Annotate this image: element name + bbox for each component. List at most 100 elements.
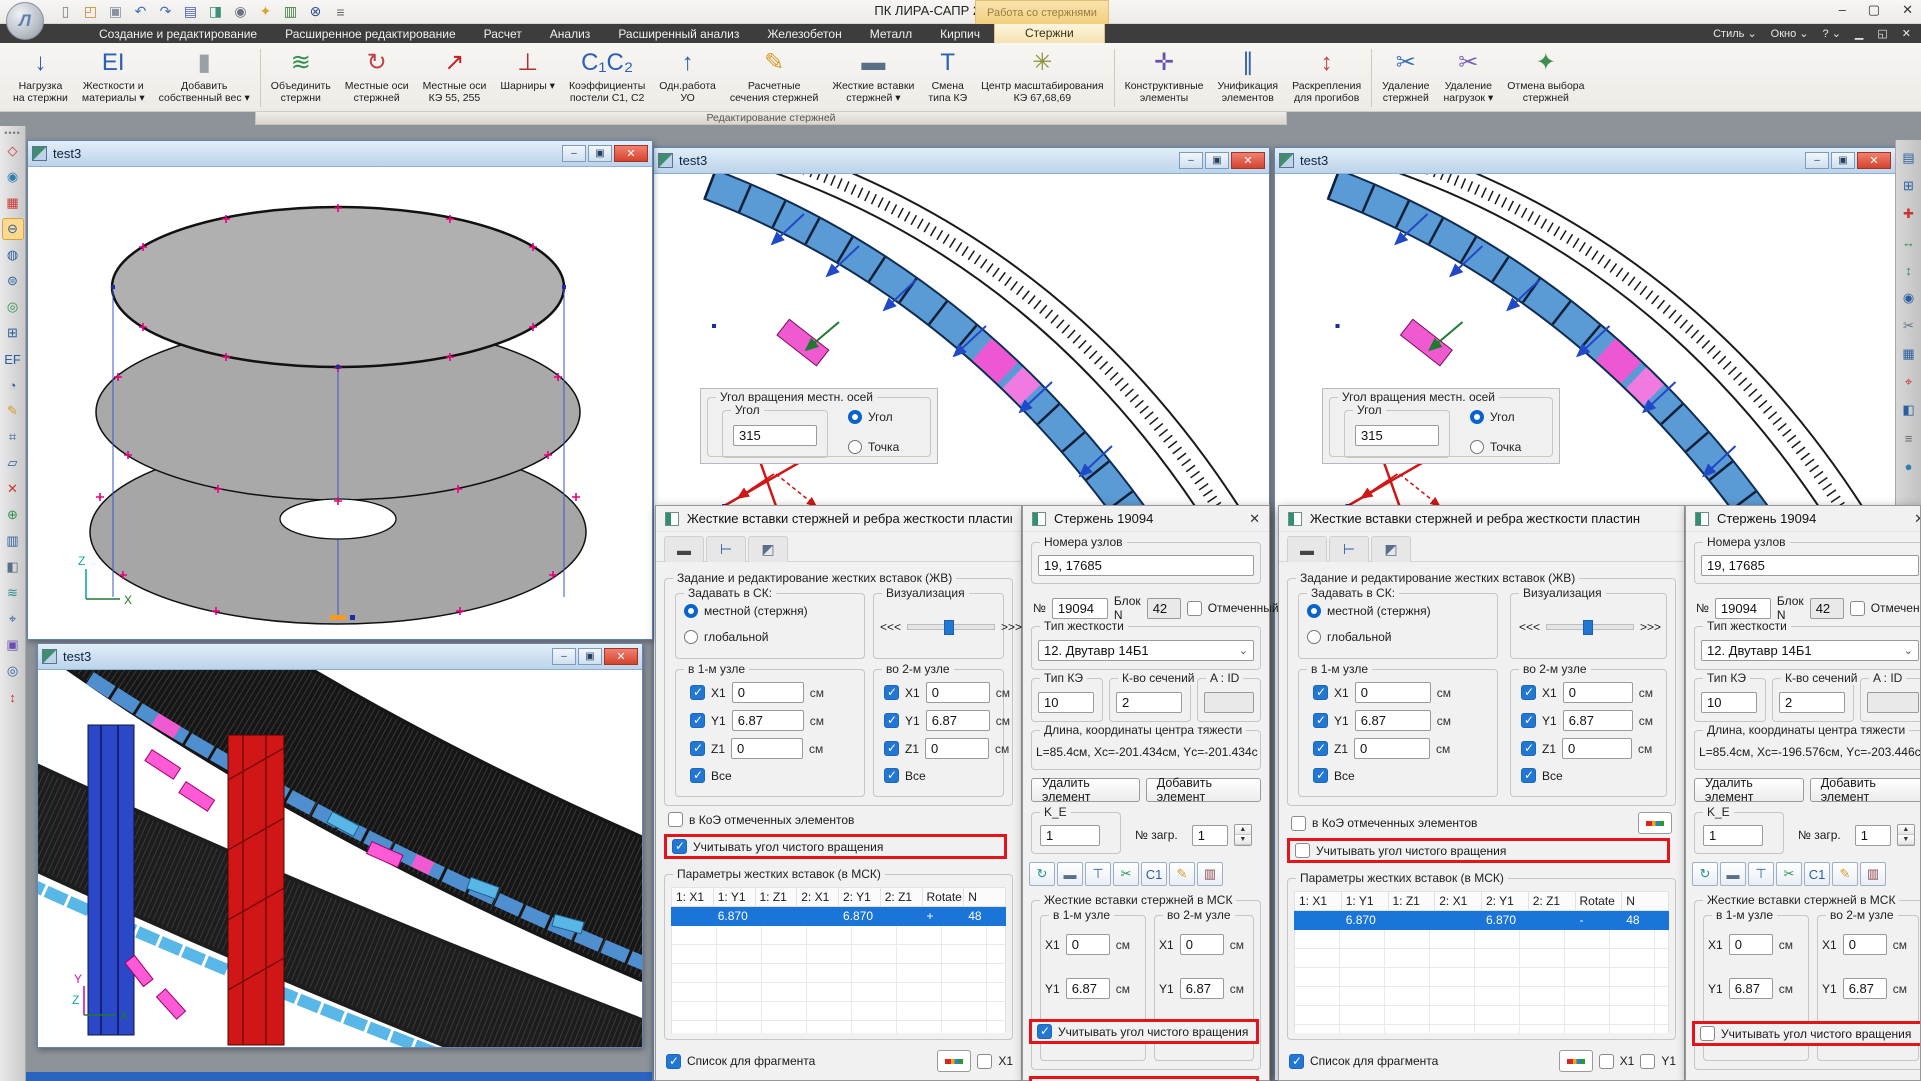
quick-access-icon[interactable]: ▯ [61, 3, 70, 19]
msk-y1-input[interactable] [1842, 978, 1887, 999]
ribbon-button[interactable]: EI Жесткости и материалы ▾ [81, 49, 145, 105]
table-header[interactable]: 2: Z1 [1527, 891, 1576, 911]
table-header[interactable]: N [1621, 891, 1669, 911]
bar-tool-icon[interactable]: ⊤ [1748, 862, 1774, 886]
viewport-maximize-button[interactable]: ▣ [1205, 152, 1229, 169]
ke-type-input[interactable] [1038, 692, 1094, 713]
close-icon[interactable]: ✕ [1914, 511, 1920, 527]
dialog-tab[interactable]: ◩ [748, 536, 788, 562]
side-tool-icon[interactable]: ▥ [6, 533, 19, 548]
x1-checkbox[interactable] [1313, 685, 1328, 700]
delete-element-button[interactable]: Удалить элемент [1694, 776, 1804, 804]
quick-access-icon[interactable]: ◰ [83, 3, 98, 19]
y1-input[interactable] [925, 710, 990, 731]
x1-input[interactable] [731, 682, 804, 703]
side-tool-icon[interactable]: ◉ [1902, 290, 1915, 305]
palette-button[interactable] [937, 1050, 972, 1072]
y1-input[interactable] [1562, 710, 1633, 731]
all-checkbox[interactable] [690, 768, 705, 783]
viewport-close-button[interactable]: ✕ [1857, 152, 1891, 169]
ribbon-button[interactable]: ↑ Одн.работа УО [659, 49, 716, 105]
add-element-button[interactable]: Добавить элемент [1809, 776, 1920, 804]
table-header[interactable]: 2: X1 [796, 887, 839, 907]
side-tool-icon[interactable]: ◔ [8, 377, 17, 393]
stiffness-dropdown[interactable]: 12. Двутавр 14Б1 ⌄ [1038, 640, 1254, 661]
global-cs-radio[interactable] [684, 630, 698, 644]
z1-checkbox[interactable] [1313, 741, 1328, 756]
msk-y1-input[interactable] [1065, 978, 1110, 999]
y1-input[interactable] [731, 710, 804, 731]
ribbon-button[interactable]: ⊥ Шарниры ▾ [500, 49, 555, 93]
ribbon-button[interactable]: ▮ Добавить собственный вес ▾ [158, 49, 250, 105]
y1-fragment-checkbox[interactable] [1640, 1053, 1656, 1069]
msk-x1-input[interactable] [1065, 934, 1110, 955]
spinner-down-button[interactable]: ▼ [1234, 835, 1251, 845]
quick-access-icon[interactable]: ↶ [134, 3, 147, 19]
side-tool-icon[interactable]: ⌖ [1904, 374, 1913, 389]
table-header[interactable]: 1: Y1 [712, 887, 756, 907]
z1-input[interactable] [1562, 738, 1633, 759]
dialog-tab[interactable]: ⊢ [1329, 536, 1369, 562]
ribbon-button[interactable]: C₁C₂ Коэффициенты постели С1, С2 [568, 49, 646, 105]
z1-checkbox[interactable] [690, 741, 705, 756]
ribbon-button[interactable]: ✦ Отмена выбора стержней [1507, 49, 1585, 105]
ribbon-button[interactable]: ↓ Нагрузка на стержни [13, 49, 68, 105]
ribbon-tab[interactable]: Расширенное редактирование [285, 26, 456, 41]
ribbon-tab[interactable]: Расчет [483, 26, 522, 41]
ribbon-tab[interactable]: Металл [869, 26, 913, 41]
menu-right-item[interactable]: ▁ [1854, 28, 1864, 40]
side-tool-icon[interactable]: ⌖ [8, 611, 17, 626]
load-number-input[interactable] [1854, 824, 1891, 846]
block-input[interactable] [1146, 597, 1181, 619]
spinner-down-button[interactable]: ▼ [1897, 835, 1914, 845]
dialog-tab[interactable]: ◩ [1371, 536, 1411, 562]
ribbon-button[interactable]: ≋ Объединить стержни [270, 49, 331, 105]
bar-tool-icon[interactable]: ▥ [1860, 862, 1886, 886]
nodes-input[interactable] [1038, 555, 1254, 576]
side-tool-icon[interactable]: ✂ [1903, 318, 1914, 333]
spinner-up-button[interactable]: ▲ [1897, 825, 1914, 835]
x1-input[interactable] [925, 682, 990, 703]
table-header[interactable]: Rotate [921, 887, 965, 907]
table-header[interactable]: 2: Y1 [838, 887, 881, 907]
bar-tool-icon[interactable]: C1 [1141, 862, 1167, 886]
angle-radio[interactable] [1470, 410, 1484, 424]
x1-fragment-checkbox[interactable] [977, 1053, 993, 1069]
bar-tool-icon[interactable]: ✎ [1169, 862, 1195, 886]
model-view-mesh[interactable]: Y Z X [38, 670, 642, 1047]
ribbon-button[interactable]: ✂ Удаление стержней [1382, 49, 1430, 105]
quick-access-icon[interactable]: ↷ [159, 3, 172, 19]
menu-right-item[interactable]: ? ⌄ [1822, 28, 1841, 40]
ribbon-tab[interactable]: Анализ [549, 26, 591, 41]
side-tool-icon[interactable]: ◎ [6, 663, 19, 678]
rotation-checkbox[interactable] [672, 839, 687, 854]
dialog-titlebar[interactable]: Жесткие вставки стержней и ребра жесткос… [1279, 506, 1684, 532]
quick-access-icon[interactable]: ▤ [183, 3, 198, 19]
z1-checkbox[interactable] [1521, 741, 1536, 756]
ribbon-button[interactable]: ✎ Расчетные сечения стержней [729, 49, 819, 105]
window-close-button[interactable]: ✕ [1902, 2, 1913, 17]
side-tool-icon[interactable]: ⊞ [7, 325, 18, 340]
menu-right-item[interactable]: Окно ⌄ [1770, 28, 1809, 40]
angle-input[interactable] [733, 425, 817, 446]
palette-button[interactable] [1558, 1050, 1593, 1072]
table-header[interactable]: 1: Y1 [1340, 891, 1389, 911]
viewport-titlebar[interactable]: test3 – ▣ ✕ [1275, 148, 1895, 174]
y1-checkbox[interactable] [1521, 713, 1536, 728]
msk-x1-input[interactable] [1179, 934, 1224, 955]
global-cs-radio[interactable] [1307, 630, 1321, 644]
ribbon-button[interactable]: ∥ Унификация элементов [1217, 49, 1279, 105]
quick-access-icon[interactable]: ≡ [336, 3, 345, 20]
ribbon-button[interactable]: ✛ Конструктивные элементы [1124, 49, 1204, 105]
table-row-selected[interactable]: 6.870 6.870 +48 [671, 906, 1006, 926]
x1-checkbox[interactable] [1521, 685, 1536, 700]
viewport-minimize-button[interactable]: – [1805, 152, 1829, 169]
quick-access-icon[interactable]: ◨ [208, 3, 223, 19]
side-tool-icon[interactable]: ⊞ [1903, 178, 1914, 193]
ribbon-tab[interactable]: Кирпич [940, 26, 980, 41]
msk-y1-input[interactable] [1728, 978, 1773, 999]
msk-y1-input[interactable] [1179, 978, 1224, 999]
side-tool-icon[interactable]: ✕ [7, 481, 18, 496]
viz-prev-button[interactable]: <<< [880, 620, 902, 634]
viewport-titlebar[interactable]: test3 – ▣ ✕ [654, 148, 1269, 174]
